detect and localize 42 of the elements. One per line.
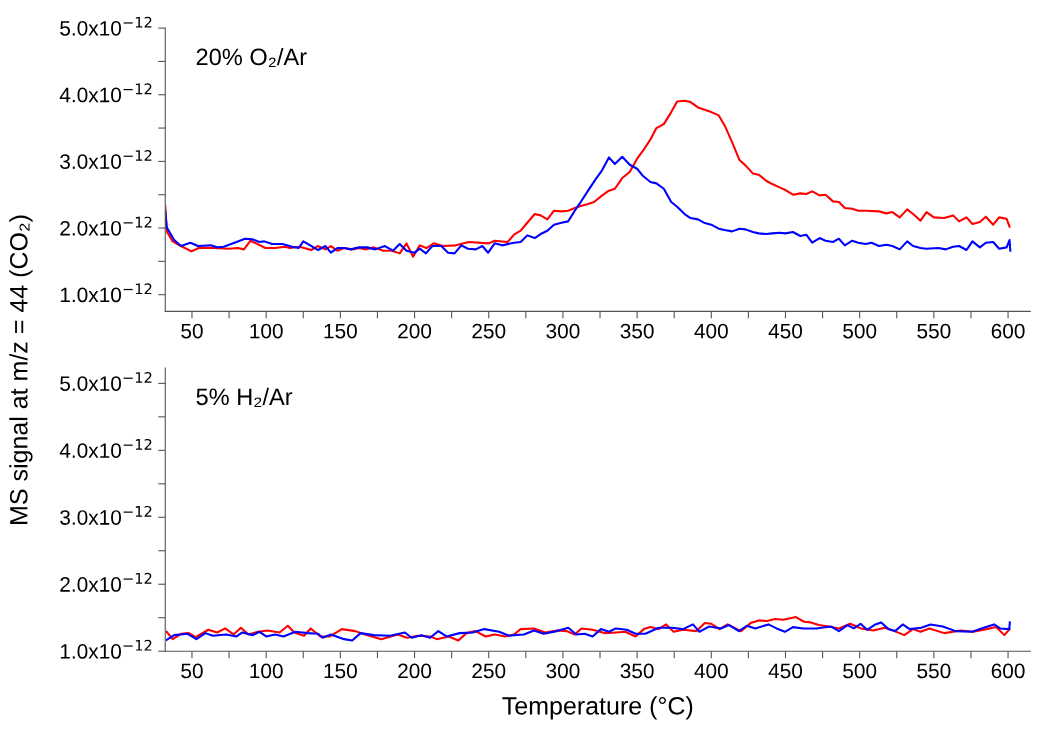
x-tick-label: 250 [472, 323, 506, 339]
x-tick-label: 500 [843, 323, 877, 339]
line-series [165, 99, 1011, 258]
y-axis-title: MS signal at m/z = 44 (CO₂) [9, 215, 33, 524]
y-tick-label: 5.0x10$^{−12}$ [60, 371, 152, 391]
x-tick-label: 50 [181, 323, 203, 339]
x-axis-title: Temperature (°C) [502, 696, 693, 720]
y-tick-label: 4.0x10$^{−12}$ [59, 438, 152, 458]
x-tick-label: 200 [398, 323, 432, 339]
y-tick-label: 5.0x10$^{−12}$ [60, 16, 152, 36]
x-tick-label: 350 [620, 323, 654, 339]
x-tick-label: 50 [181, 663, 203, 679]
x-tick-label: 250 [472, 663, 506, 679]
x-tick-label: 600 [991, 323, 1025, 339]
x-tick-label: 350 [620, 663, 654, 679]
y-tick-label: 3.0x10$^{−12}$ [60, 505, 152, 525]
y-tick-label: 3.0x10$^{−12}$ [60, 149, 152, 169]
annotation: 20% O₂/Ar [196, 47, 307, 68]
y-tick-label: 1.0x10$^{−12}$ [60, 283, 152, 303]
x-tick-label: 550 [917, 663, 951, 679]
x-tick-label: 100 [250, 663, 283, 679]
x-tick-label: 300 [546, 323, 580, 339]
y-tick-label: 4.0x10$^{−12}$ [59, 83, 152, 103]
x-tick-label: 400 [694, 663, 728, 679]
x-tick-label: 150 [324, 323, 357, 339]
x-tick-label: 550 [917, 323, 951, 339]
x-tick-label: 450 [768, 323, 803, 339]
line-series [165, 621, 1011, 642]
line-series [165, 616, 1011, 642]
x-tick-label: 400 [694, 323, 728, 339]
line-series [165, 155, 1012, 255]
annotation: 5% H₂/Ar [196, 387, 293, 407]
x-tick-label: 150 [324, 663, 357, 679]
x-tick-label: 450 [768, 663, 803, 679]
y-tick-label: 2.0x10$^{−12}$ [60, 572, 152, 592]
y-tick-label: 1.0x10$^{−12}$ [60, 639, 152, 659]
y-tick-label: 2.0x10$^{−12}$ [60, 216, 152, 236]
x-tick-label: 500 [843, 663, 877, 679]
x-tick-label: 100 [250, 323, 283, 339]
x-tick-label: 600 [991, 663, 1025, 679]
x-tick-label: 300 [546, 663, 580, 679]
x-tick-label: 200 [398, 663, 432, 679]
